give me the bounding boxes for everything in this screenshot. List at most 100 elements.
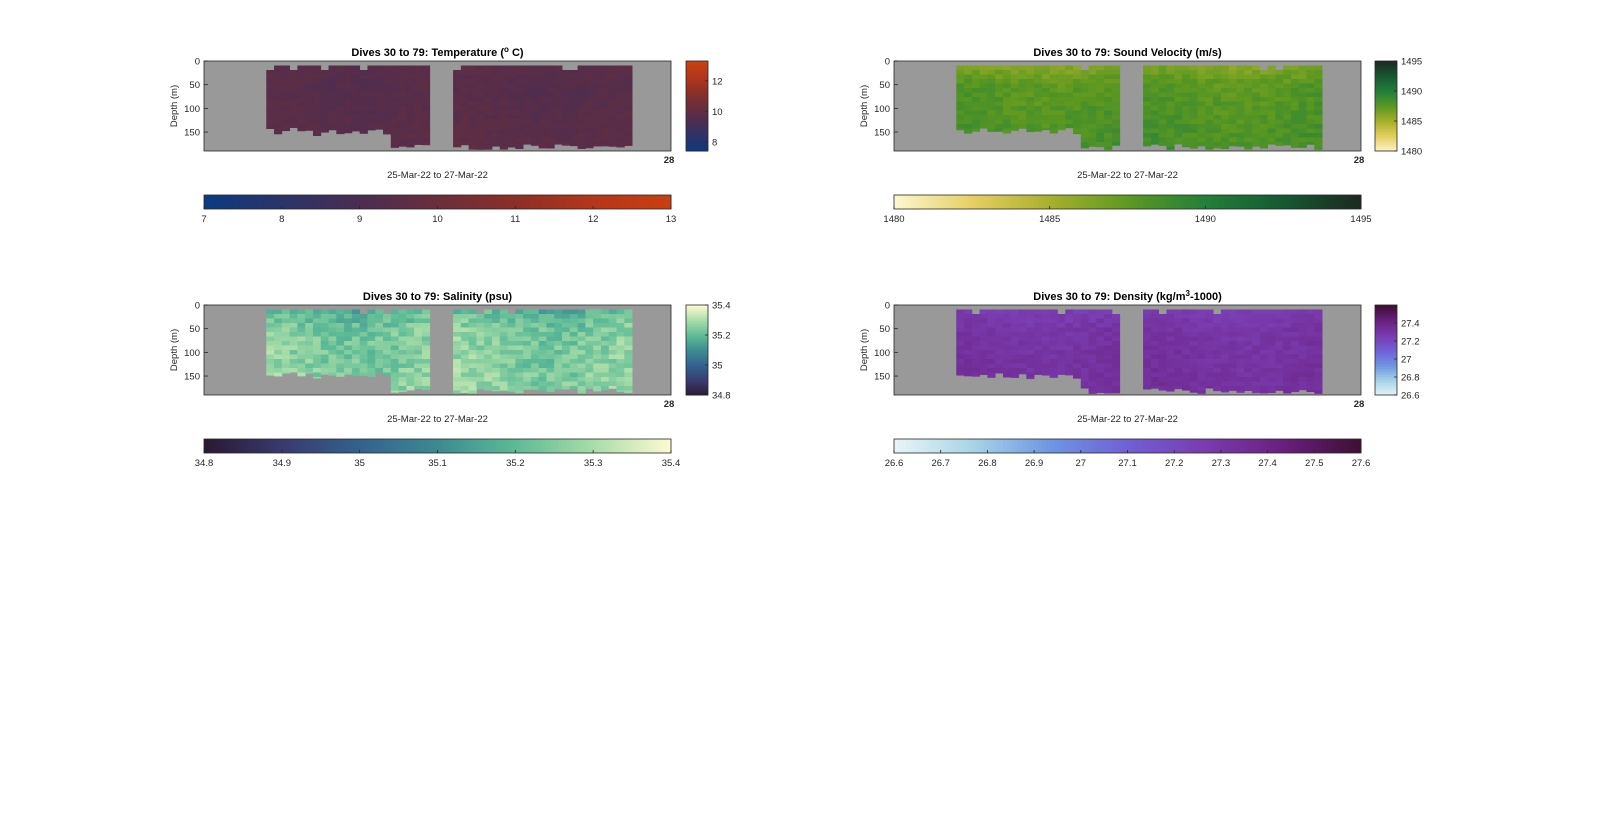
- heatmap-cell: [1291, 364, 1299, 369]
- heatmap-cell: [1065, 70, 1073, 75]
- heatmap-cell: [1244, 355, 1252, 360]
- heatmap-cell: [274, 84, 282, 89]
- heatmap-cell: [624, 133, 632, 138]
- heatmap-cell: [1096, 138, 1104, 143]
- heatmap-cell: [1291, 377, 1299, 382]
- heatmap-cell: [1042, 129, 1050, 131]
- heatmap-cell: [1205, 129, 1213, 134]
- heatmap-cell: [1268, 66, 1276, 71]
- heatmap-cell: [1307, 124, 1315, 129]
- heatmap-cell: [995, 359, 1003, 364]
- heatmap-cell: [274, 75, 282, 80]
- heatmap-cell: [461, 355, 469, 360]
- heatmap-cell: [508, 129, 516, 134]
- heatmap-cell: [609, 70, 617, 75]
- colorbar-cell: [1019, 439, 1023, 453]
- heatmap-cell: [570, 115, 578, 120]
- heatmap-cell: [956, 88, 964, 93]
- heatmap-cell: [1260, 111, 1268, 116]
- colorbar-cell: [496, 195, 500, 209]
- heatmap-cell: [461, 382, 469, 387]
- heatmap-cell: [1089, 350, 1097, 355]
- heatmap-cell: [995, 341, 1003, 346]
- heatmap-cell: [1291, 124, 1299, 129]
- colorbar-cell: [1030, 195, 1034, 209]
- heatmap-cell: [1050, 75, 1058, 80]
- heatmap-cell: [313, 133, 321, 136]
- heatmap-cell: [1104, 79, 1112, 84]
- heatmap-cell: [515, 355, 523, 360]
- heatmap-cell: [336, 84, 344, 89]
- heatmap-cell: [1252, 332, 1260, 337]
- heatmap-cell: [266, 332, 274, 337]
- heatmap-cell: [461, 75, 469, 80]
- heatmap-cell: [360, 359, 368, 364]
- heatmap-cell: [1057, 332, 1065, 337]
- heatmap-cell: [329, 346, 337, 351]
- heatmap-cell: [1198, 142, 1206, 146]
- heatmap-cell: [1252, 350, 1260, 355]
- heatmap-cell: [282, 359, 290, 364]
- heatmap-cell: [624, 93, 632, 98]
- heatmap-cell: [624, 88, 632, 93]
- heatmap-cell: [476, 124, 484, 129]
- heatmap-cell: [383, 75, 391, 80]
- heatmap-cell: [1299, 319, 1307, 324]
- heatmap-cell: [313, 350, 321, 355]
- colorbar-cell: [1104, 195, 1108, 209]
- heatmap-cell: [1283, 314, 1291, 319]
- heatmap-cell: [282, 368, 290, 373]
- heatmap-cell: [422, 332, 430, 337]
- heatmap-cell: [539, 328, 547, 333]
- heatmap-cell: [546, 133, 554, 138]
- heatmap-cell: [546, 66, 554, 71]
- heatmap-cell: [1003, 350, 1011, 355]
- heatmap-cell: [1213, 75, 1221, 80]
- heatmap-cell: [1081, 124, 1089, 129]
- heatmap-cell: [383, 346, 391, 351]
- heatmap-cell: [1143, 138, 1151, 143]
- heatmap-cell: [1307, 93, 1315, 98]
- heatmap-cell: [1026, 84, 1034, 89]
- heatmap-cell: [399, 93, 407, 98]
- heatmap-cell: [578, 88, 586, 93]
- heatmap-cell: [422, 368, 430, 373]
- colorbar-tick-label: 27: [1076, 458, 1087, 469]
- heatmap-cell: [266, 346, 274, 351]
- heatmap-cell: [1026, 106, 1034, 111]
- heatmap-cell: [1057, 341, 1065, 346]
- heatmap-cell: [367, 359, 375, 364]
- heatmap-cell: [1205, 97, 1213, 102]
- heatmap-cell: [367, 93, 375, 98]
- heatmap-cell: [1166, 120, 1174, 125]
- heatmap-cell: [987, 97, 995, 102]
- colorbar-cell: [1034, 195, 1038, 209]
- colorbar-cell: [414, 195, 418, 209]
- heatmap-cell: [1260, 346, 1268, 351]
- heatmap-cell: [297, 368, 305, 373]
- heatmap-cell: [391, 124, 399, 129]
- heatmap-cell: [1314, 341, 1322, 346]
- heatmap-cell: [593, 124, 601, 129]
- colorbar-cell: [1104, 439, 1108, 453]
- heatmap-cell: [1198, 368, 1206, 373]
- heatmap-cell: [375, 124, 383, 129]
- colorbar-cell: [262, 439, 266, 453]
- colorbar-cell: [1174, 439, 1178, 453]
- heatmap-cell: [1244, 391, 1252, 392]
- heatmap-cell: [1065, 332, 1073, 337]
- colorbar-cell: [508, 439, 512, 453]
- heatmap-cell: [1213, 120, 1221, 125]
- colorbar-cell: [605, 439, 609, 453]
- colorbar-cell: [500, 195, 504, 209]
- heatmap-cell: [305, 350, 313, 355]
- heatmap-cell: [1221, 341, 1229, 346]
- colorbar-cell: [519, 439, 523, 453]
- heatmap-cell: [1182, 350, 1190, 355]
- heatmap-cell: [972, 97, 980, 102]
- heatmap-cell: [1174, 377, 1182, 382]
- heatmap-cell: [1143, 373, 1151, 378]
- heatmap-cell: [274, 79, 282, 84]
- colorbar-cell: [258, 195, 262, 209]
- colorbar-cell: [488, 195, 492, 209]
